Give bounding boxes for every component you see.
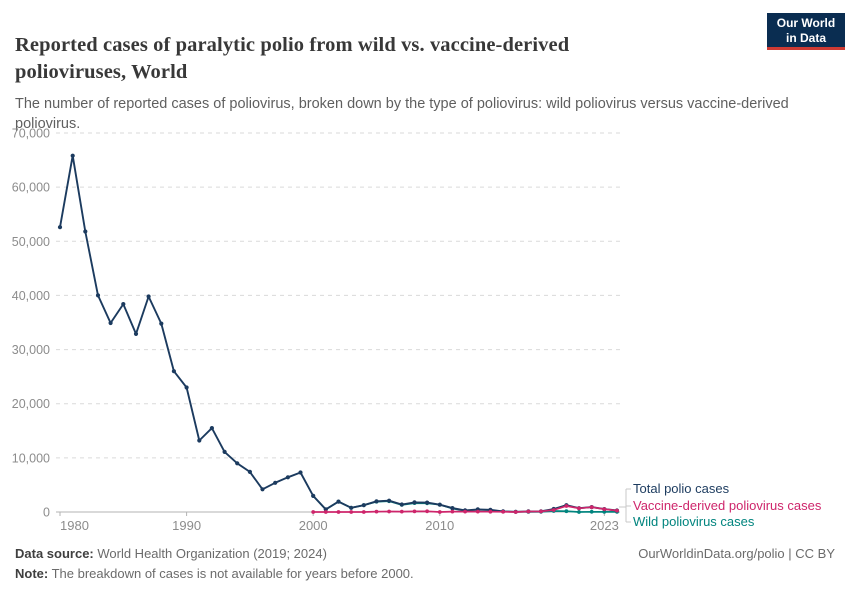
series-point-0[interactable] xyxy=(285,475,290,480)
series-point-0[interactable] xyxy=(235,461,240,466)
series-point-1[interactable] xyxy=(615,508,619,513)
series-point-1[interactable] xyxy=(564,504,569,508)
series-point-0[interactable] xyxy=(146,294,151,299)
series-point-0[interactable] xyxy=(412,500,417,505)
series-point-2[interactable] xyxy=(589,509,594,514)
series-point-0[interactable] xyxy=(108,320,113,326)
series-point-1[interactable] xyxy=(437,510,442,514)
series-point-1[interactable] xyxy=(475,509,480,514)
y-axis-tick-label: 20,000 xyxy=(12,397,50,411)
series-point-2[interactable] xyxy=(577,510,581,514)
series-point-0[interactable] xyxy=(450,506,455,511)
y-axis-tick-label: 40,000 xyxy=(12,289,50,303)
series-point-1[interactable] xyxy=(349,510,354,514)
legend-item-vaccine-derived-cases[interactable]: Vaccine-derived poliovirus cases xyxy=(633,499,821,513)
legend-item-total-polio-cases[interactable]: Total polio cases xyxy=(633,482,729,496)
y-axis-tick-label: 60,000 xyxy=(12,181,50,195)
x-axis-tick-label: 2010 xyxy=(425,518,454,533)
series-point-1[interactable] xyxy=(513,510,518,514)
series-point-0[interactable] xyxy=(83,229,88,234)
footer-note: Note: The breakdown of cases is not avai… xyxy=(15,566,414,581)
series-point-0[interactable] xyxy=(336,499,341,504)
series-point-0[interactable] xyxy=(298,470,303,475)
legend-label-text: Total polio cases xyxy=(633,481,730,496)
series-point-1[interactable] xyxy=(488,509,493,514)
series-point-0[interactable] xyxy=(361,503,366,508)
series-point-1[interactable] xyxy=(361,510,366,514)
series-point-0[interactable] xyxy=(425,500,430,505)
page-title: Reported cases of paralytic polio from w… xyxy=(15,33,570,83)
series-point-1[interactable] xyxy=(539,509,543,514)
x-axis-tick-label: 2023 xyxy=(590,518,619,533)
series-point-1[interactable] xyxy=(551,508,556,512)
y-axis-tick-label: 70,000 xyxy=(12,127,50,141)
owid-logo-line2: in Data xyxy=(785,30,826,45)
series-point-1[interactable] xyxy=(463,509,467,514)
legend-label-text: Vaccine-derived poliovirus cases xyxy=(633,498,822,513)
series-point-1[interactable] xyxy=(425,509,429,514)
note-value: The breakdown of cases is not available … xyxy=(48,566,414,581)
legend-item-wild-cases[interactable]: Wild poliovirus cases xyxy=(633,515,754,529)
series-point-0[interactable] xyxy=(260,487,265,492)
series-point-0[interactable] xyxy=(70,153,75,158)
data-source-label: Data source: xyxy=(15,546,94,561)
series-point-0[interactable] xyxy=(197,438,202,443)
x-axis-tick-label: 1990 xyxy=(172,518,201,533)
footer-data-source: Data source: World Health Organization (… xyxy=(15,546,327,561)
series-point-1[interactable] xyxy=(336,510,341,514)
series-point-0[interactable] xyxy=(95,293,101,298)
chart-subtitle: The number of reported cases of poliovir… xyxy=(15,95,789,133)
legend-label-text: Wild poliovirus cases xyxy=(633,514,755,529)
series-point-0[interactable] xyxy=(57,225,63,230)
series-point-1[interactable] xyxy=(501,509,505,514)
series-point-1[interactable] xyxy=(450,509,455,514)
series-point-0[interactable] xyxy=(133,331,139,336)
series-point-1[interactable] xyxy=(399,509,404,514)
series-point-1[interactable] xyxy=(311,510,316,514)
series-point-0[interactable] xyxy=(387,498,392,503)
series-point-0[interactable] xyxy=(222,449,227,454)
series-point-2[interactable] xyxy=(564,509,569,514)
x-axis-tick-label: 2000 xyxy=(299,518,328,533)
note-label: Note: xyxy=(15,566,49,581)
series-point-0[interactable] xyxy=(159,321,164,326)
owid-logo[interactable]: Our World in Data xyxy=(767,13,845,50)
series-point-0[interactable] xyxy=(121,302,126,307)
series-point-0[interactable] xyxy=(273,480,278,485)
series-point-1[interactable] xyxy=(323,510,328,514)
footer-link[interactable]: OurWorldinData.org/polio | CC BY xyxy=(638,546,835,561)
data-source-value: World Health Organization (2019; 2024) xyxy=(93,546,327,561)
series-point-1[interactable] xyxy=(387,509,391,514)
series-point-0[interactable] xyxy=(399,502,404,507)
x-axis-tick-label: 1980 xyxy=(60,518,89,533)
series-point-0[interactable] xyxy=(247,469,252,474)
series-point-1[interactable] xyxy=(412,509,417,514)
series-point-0[interactable] xyxy=(311,493,316,498)
owid-logo-line1: Our World xyxy=(776,16,836,30)
series-point-0[interactable] xyxy=(171,369,176,374)
series-point-1[interactable] xyxy=(526,509,531,514)
series-point-0[interactable] xyxy=(209,426,214,431)
series-point-0[interactable] xyxy=(437,502,442,507)
series-point-0[interactable] xyxy=(374,499,379,504)
y-axis-tick-label: 50,000 xyxy=(12,235,50,249)
y-axis-tick-label: 30,000 xyxy=(12,343,50,357)
series-point-0[interactable] xyxy=(349,505,354,510)
series-point-1[interactable] xyxy=(374,509,379,514)
series-point-0[interactable] xyxy=(184,385,189,390)
series-point-1[interactable] xyxy=(602,507,607,511)
y-axis-tick-label: 10,000 xyxy=(12,451,50,465)
y-axis-tick-label: 0 xyxy=(43,506,50,520)
series-point-1[interactable] xyxy=(577,506,581,511)
series-point-1[interactable] xyxy=(589,505,594,510)
series-line-0[interactable] xyxy=(59,154,618,513)
